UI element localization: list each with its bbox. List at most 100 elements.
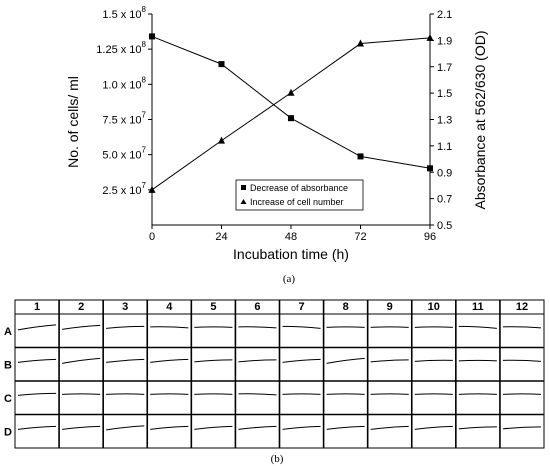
- right-y-tick-label: 1.3: [437, 115, 452, 127]
- left-y-tick-label: 2.5 x 107: [102, 181, 146, 197]
- well-trace: [458, 359, 497, 362]
- data-point-triangle: [357, 39, 364, 47]
- x-ticks: 0 24 48 72 96: [149, 225, 436, 243]
- plate-column-label: 3: [122, 301, 128, 313]
- well-trace: [62, 393, 101, 395]
- plate-column-label: 4: [166, 301, 173, 313]
- well-trace: [106, 425, 145, 431]
- well-trace: [326, 393, 365, 395]
- well-trace: [282, 425, 321, 430]
- well-trace: [194, 393, 233, 395]
- plate-column-label: 12: [516, 301, 528, 313]
- well-trace: [502, 326, 542, 329]
- plate-column-label: 5: [210, 301, 216, 313]
- well-trace: [502, 426, 542, 430]
- well-trace: [17, 425, 57, 430]
- well-trace: [370, 425, 409, 430]
- well-trace: [150, 358, 189, 363]
- data-point-triangle: [218, 136, 225, 144]
- well-trace: [414, 425, 453, 430]
- data-point-square: [218, 61, 225, 68]
- well-trace: [62, 324, 101, 330]
- well-trace: [326, 425, 365, 430]
- well-trace: [502, 393, 542, 395]
- x-tick-label: 24: [215, 231, 227, 243]
- legend-triangle-marker: [240, 199, 247, 204]
- well-trace: [282, 325, 321, 329]
- legend-square-marker: [241, 185, 246, 190]
- well-trace: [414, 326, 453, 328]
- well-trace: [17, 358, 57, 363]
- well-trace: [238, 425, 277, 430]
- x-tick-label: 0: [149, 231, 155, 243]
- right-y-tick-label: 1.7: [437, 62, 452, 74]
- right-y-tick-label: 1.5: [437, 88, 452, 100]
- well-trace: [238, 359, 277, 363]
- well-trace: [194, 326, 233, 328]
- right-y-ticks: 0.5 0.7 0.9 1.1 1.3 1.5 1.7 1.9 2.1: [430, 9, 452, 232]
- well-trace: [458, 426, 497, 430]
- plate-column-label: 11: [472, 301, 484, 313]
- data-point-square: [149, 33, 155, 40]
- plate-column-label: 1: [34, 301, 40, 313]
- series-group: [148, 33, 434, 193]
- left-y-tick-label: 1.0 x 108: [102, 75, 146, 91]
- plate-row-label: D: [4, 426, 12, 438]
- panel-a-label: (a): [283, 273, 296, 285]
- well-trace: [106, 393, 145, 395]
- well-trace: [17, 392, 57, 396]
- right-y-tick-label: 1.1: [437, 141, 452, 153]
- well-trace: [414, 359, 453, 362]
- plate-row-label: A: [4, 326, 12, 338]
- well-trace: [370, 359, 409, 363]
- series-line-cell-number: [151, 37, 431, 191]
- well-trace: [150, 326, 189, 329]
- well-trace: [414, 393, 453, 395]
- well-trace: [150, 393, 189, 395]
- plate-column-label: 7: [298, 301, 304, 313]
- well-trace: [282, 393, 321, 395]
- panel-b-label: (b): [271, 453, 284, 465]
- series-line-absorbance: [151, 35, 431, 169]
- right-y-tick-label: 0.7: [437, 194, 452, 206]
- left-y-tick-label: 5.0 x 107: [102, 146, 146, 162]
- line-chart: 0 24 48 72 96 2.5 x 107 5.0 x 107 7.5 x 107 1.0…: [65, 5, 488, 285]
- data-point-triangle: [426, 33, 434, 41]
- legend: Decrease of absorbance Increase of cell …: [235, 179, 364, 211]
- right-y-tick-label: 1.9: [437, 35, 452, 47]
- data-point-triangle: [148, 185, 156, 193]
- well-trace: [194, 425, 233, 430]
- data-point-square: [427, 165, 433, 172]
- data-point-square: [357, 153, 364, 160]
- plate-column-label: 2: [78, 301, 84, 313]
- plate-column-label: 8: [343, 301, 349, 313]
- x-tick-label: 48: [285, 231, 297, 243]
- left-y-tick-label: 7.5 x 107: [102, 111, 146, 127]
- x-tick-label: 72: [354, 231, 366, 243]
- well-trace: [326, 357, 365, 364]
- well-trace: [458, 325, 497, 329]
- well-trace: [458, 393, 497, 395]
- well-trace: [238, 393, 277, 396]
- well-trace: [282, 358, 321, 363]
- plate-column-label: 10: [428, 301, 440, 313]
- data-point-triangle: [287, 88, 295, 96]
- well-trace: [326, 326, 365, 328]
- well-trace: [17, 324, 57, 331]
- x-tick-label: 96: [424, 231, 436, 243]
- well-trace: [370, 393, 409, 395]
- well-trace: [106, 358, 145, 363]
- left-y-ticks: 2.5 x 107 5.0 x 107 7.5 x 107 1.0 x 108 1.25…: [96, 5, 152, 197]
- well-trace: [370, 326, 409, 328]
- plate-column-label: 9: [387, 301, 393, 313]
- data-point-square: [288, 115, 294, 122]
- well-trace: [238, 326, 277, 329]
- y-axis-right-label: Absorbance at 562/630 (OD): [472, 31, 488, 210]
- well-trace: [106, 325, 145, 329]
- x-axis-label: Incubation time (h): [233, 246, 349, 262]
- plate-row-label: C: [4, 393, 12, 405]
- left-y-tick-label: 1.25 x 108: [96, 40, 146, 56]
